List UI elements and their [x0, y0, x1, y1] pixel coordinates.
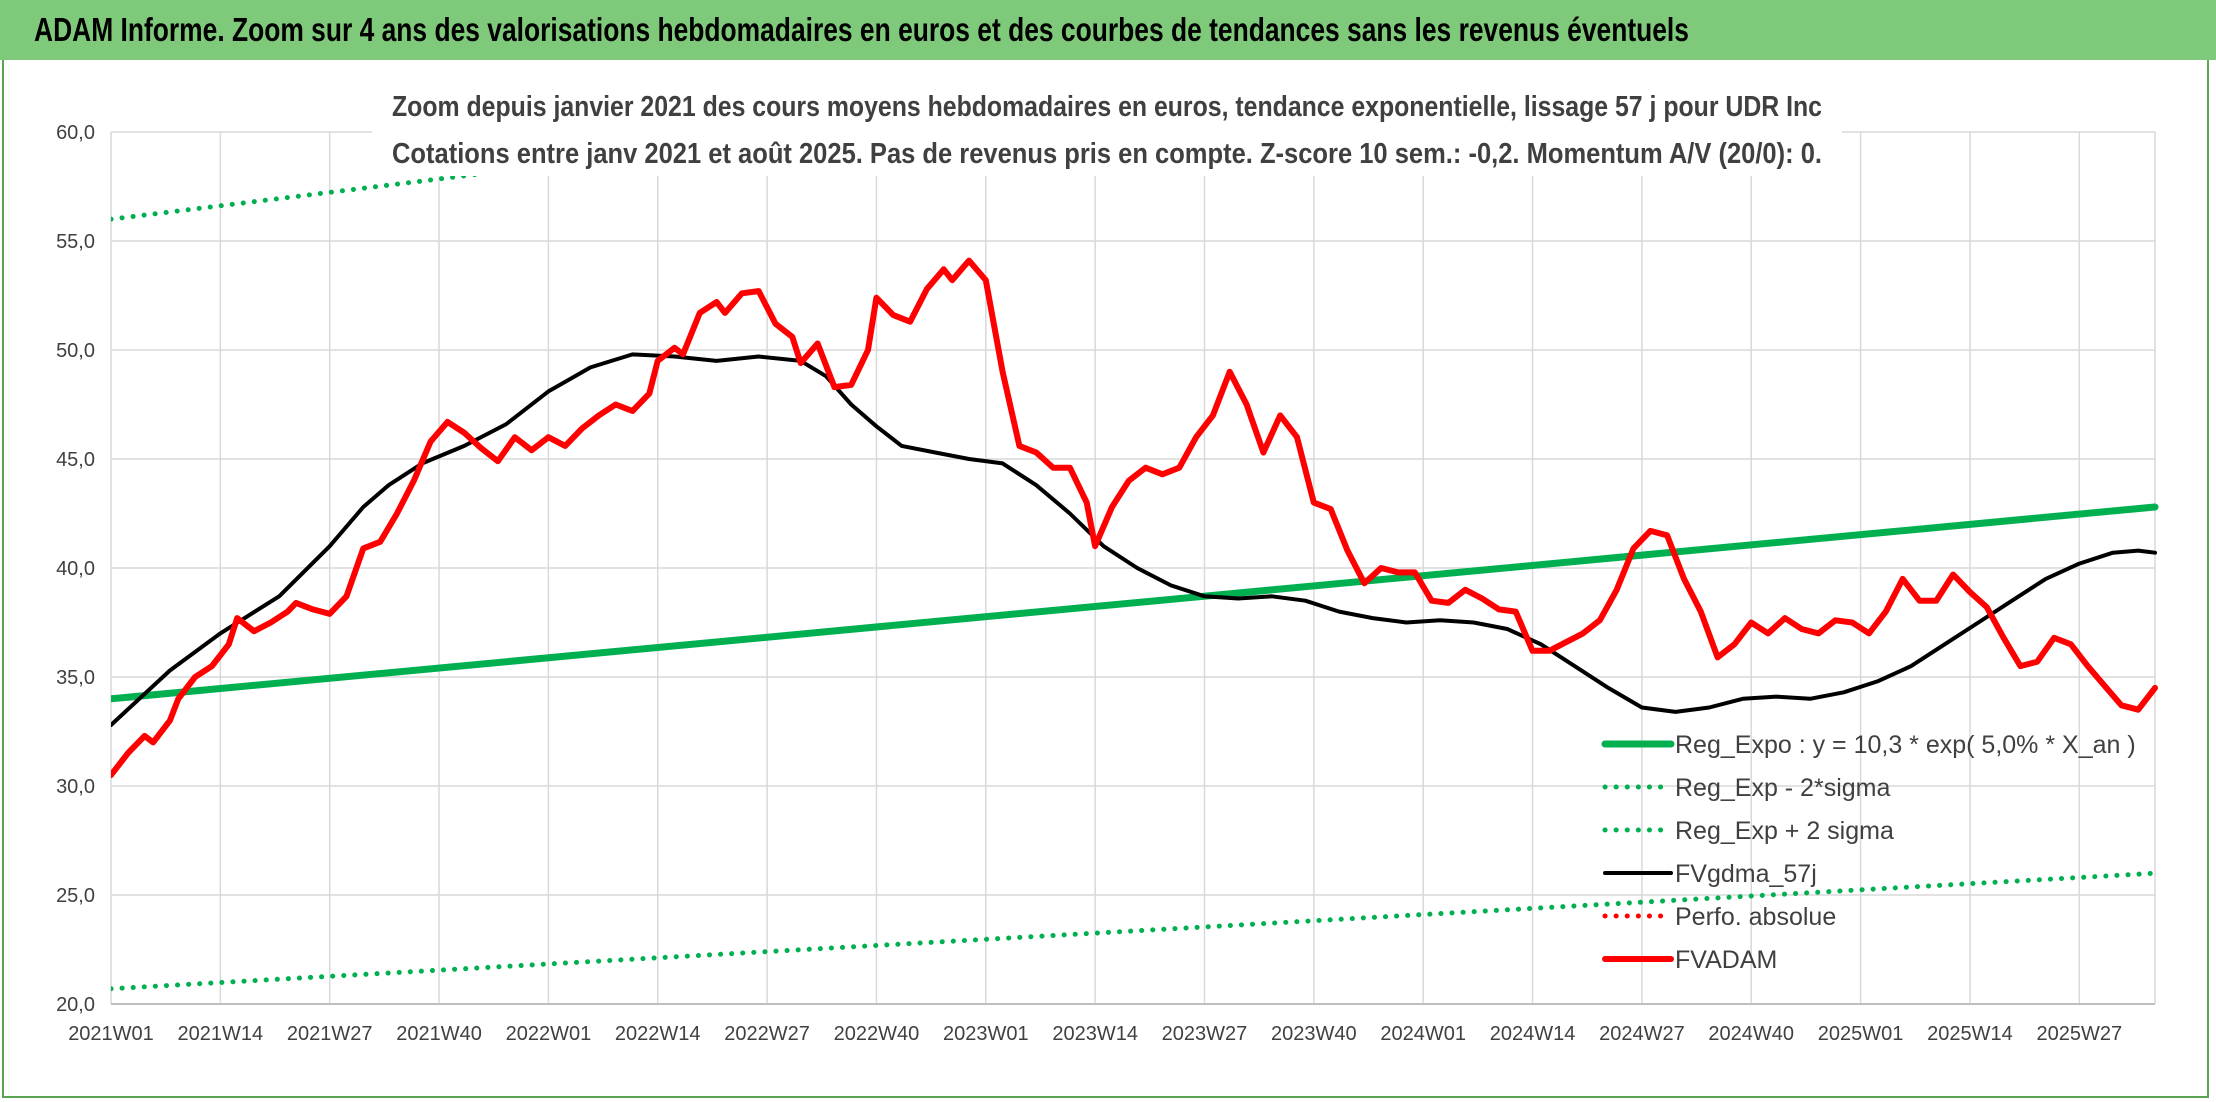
chart-title: Zoom depuis janvier 2021 des cours moyen… — [392, 91, 1822, 123]
legend-label: Reg_Exp - 2*sigma — [1675, 774, 1890, 802]
header-banner: ADAM Informe. Zoom sur 4 ans des valoris… — [0, 0, 2216, 60]
x-tick-label: 2024W01 — [1380, 1023, 1466, 1045]
y-tick-label: 25,0 — [56, 885, 95, 907]
x-tick-label: 2021W40 — [396, 1023, 482, 1045]
x-tick-label: 2021W01 — [68, 1023, 154, 1045]
y-tick-label: 40,0 — [56, 558, 95, 580]
series-layer — [111, 130, 2159, 992]
x-tick-label: 2025W01 — [1818, 1023, 1904, 1045]
x-tick-label: 2022W27 — [724, 1023, 810, 1045]
y-tick-label: 60,0 — [56, 122, 95, 144]
x-tick-label: 2021W27 — [287, 1023, 373, 1045]
x-tick-label: 2022W40 — [834, 1023, 920, 1045]
chart-subtitle: Cotations entre janv 2021 et août 2025. … — [392, 138, 1822, 170]
x-tick-label: 2024W14 — [1490, 1023, 1576, 1045]
x-tick-label: 2025W27 — [2036, 1023, 2122, 1045]
x-tick-label: 2023W01 — [943, 1023, 1029, 1045]
y-tick-label: 20,0 — [56, 994, 95, 1016]
y-tick-label: 50,0 — [56, 340, 95, 362]
series-line-1 — [111, 870, 2158, 992]
x-axis-ticks: 2021W01 2021W14 2021W27 2021W40 2022W01 2022W… — [68, 1023, 2122, 1045]
x-tick-label: 2023W40 — [1271, 1023, 1357, 1045]
y-axis-ticks: 20,0 25,0 30,0 35,0 40,0 45,0 50,0 55,0 60,0 — [56, 122, 95, 1016]
series-line-2 — [111, 130, 859, 222]
x-tick-label: 2021W14 — [178, 1023, 264, 1045]
x-tick-label: 2023W27 — [1162, 1023, 1248, 1045]
x-tick-label: 2023W14 — [1052, 1023, 1138, 1045]
series-line-0 — [111, 503, 2159, 703]
legend-label: Reg_Exp + 2 sigma — [1675, 817, 1894, 845]
x-tick-label: 2024W27 — [1599, 1023, 1685, 1045]
legend-label: Perfo. absolue — [1675, 903, 1836, 931]
chart-frame — [2, 60, 2209, 1098]
legend-label: FVgdma_57j — [1675, 860, 1817, 888]
series-line-3 — [111, 352, 2157, 727]
series-line-5 — [111, 257, 2158, 779]
chart-title-block: Zoom depuis janvier 2021 des cours moyen… — [372, 78, 1842, 176]
header-title: ADAM Informe. Zoom sur 4 ans des valoris… — [34, 11, 1689, 48]
y-tick-label: 55,0 — [56, 231, 95, 253]
x-tick-label: 2022W14 — [615, 1023, 701, 1045]
x-tick-label: 2024W40 — [1708, 1023, 1794, 1045]
y-tick-label: 45,0 — [56, 449, 95, 471]
y-tick-label: 35,0 — [56, 667, 95, 689]
grid-lines — [110, 131, 2156, 1005]
legend-label: Reg_Expo : y = 10,3 * exp( 5,0% * X_an ) — [1675, 731, 2136, 759]
legend: Reg_Expo : y = 10,3 * exp( 5,0% * X_an )… — [1601, 731, 2136, 974]
legend-label: FVADAM — [1675, 946, 1777, 974]
x-tick-label: 2022W01 — [506, 1023, 592, 1045]
title-background — [372, 78, 1842, 176]
y-tick-label: 30,0 — [56, 776, 95, 798]
x-tick-label: 2025W14 — [1927, 1023, 2013, 1045]
